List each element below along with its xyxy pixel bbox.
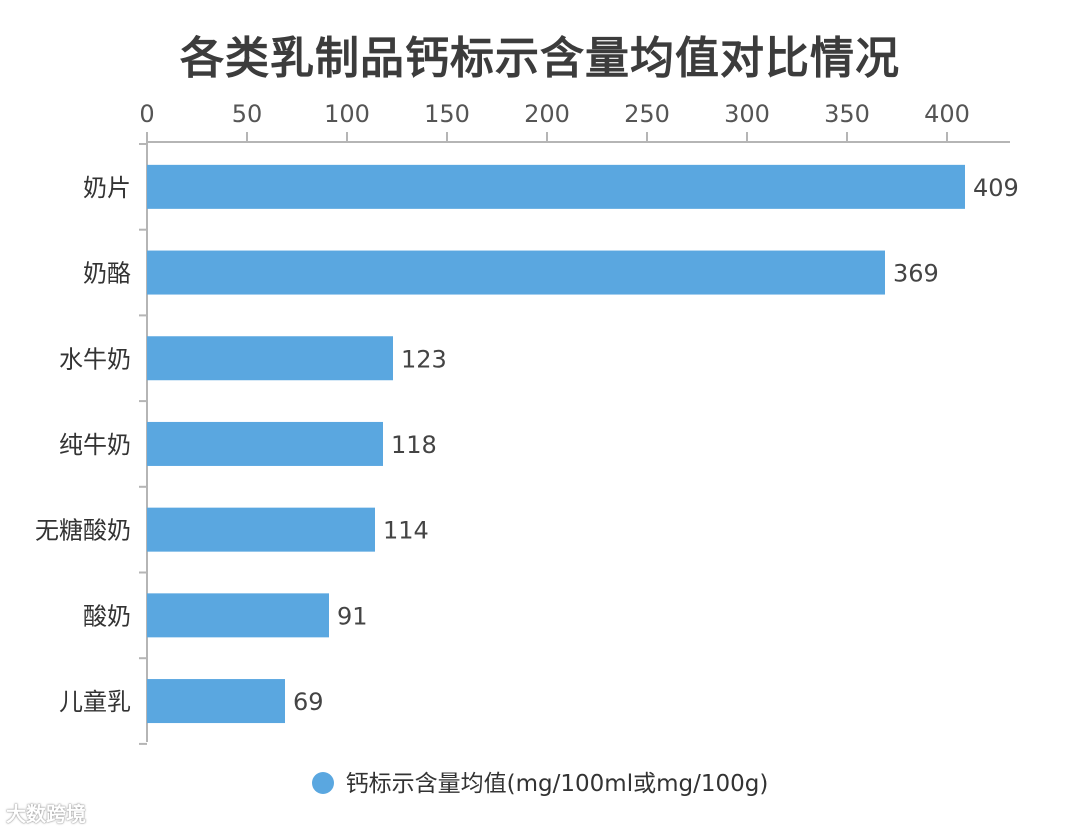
category-label: 水牛奶 bbox=[59, 345, 131, 373]
x-tick-label: 250 bbox=[624, 100, 670, 128]
data-labels: 409 369 123 118 114 91 69 bbox=[293, 174, 1019, 716]
bar bbox=[147, 336, 393, 381]
legend-label: 钙标示含量均值(mg/100ml或mg/100g) bbox=[345, 771, 769, 797]
x-axis: 0 50 100 150 200 250 300 350 400 bbox=[139, 100, 1010, 745]
data-label: 114 bbox=[383, 517, 429, 545]
data-label: 369 bbox=[893, 260, 939, 288]
x-tick-label: 200 bbox=[524, 100, 570, 128]
chart-title: 各类乳制品钙标示含量均值对比情况 bbox=[180, 33, 900, 84]
x-tick-label: 0 bbox=[139, 100, 154, 128]
watermark-text: 大数跨境 bbox=[6, 802, 86, 826]
legend: 钙标示含量均值(mg/100ml或mg/100g) bbox=[0, 764, 1080, 798]
bar bbox=[147, 164, 965, 209]
data-label: 123 bbox=[401, 345, 447, 373]
bar bbox=[147, 679, 285, 724]
x-tick-label: 50 bbox=[232, 100, 263, 128]
category-label: 奶片 bbox=[83, 174, 131, 202]
category-label: 无糖酸奶 bbox=[35, 517, 131, 545]
data-label: 69 bbox=[293, 688, 324, 716]
x-tick-label: 300 bbox=[724, 100, 770, 128]
category-label: 奶酪 bbox=[83, 260, 131, 288]
bar bbox=[147, 421, 383, 466]
data-label: 118 bbox=[391, 431, 437, 459]
bars bbox=[147, 164, 965, 724]
x-tick-label: 350 bbox=[824, 100, 870, 128]
legend-swatch-icon bbox=[311, 772, 334, 794]
x-tick-label: 100 bbox=[324, 100, 370, 128]
data-label: 91 bbox=[337, 602, 368, 630]
category-label: 儿童乳 bbox=[59, 688, 131, 716]
x-tick-label: 400 bbox=[924, 100, 970, 128]
category-label: 酸奶 bbox=[83, 602, 131, 630]
x-tick-label: 150 bbox=[424, 100, 470, 128]
data-label: 409 bbox=[973, 174, 1019, 202]
watermark-logo: 大数跨境 bbox=[6, 798, 86, 827]
category-label: 纯牛奶 bbox=[59, 431, 131, 459]
bar bbox=[147, 593, 329, 638]
bar bbox=[147, 250, 885, 295]
bar bbox=[147, 507, 375, 552]
